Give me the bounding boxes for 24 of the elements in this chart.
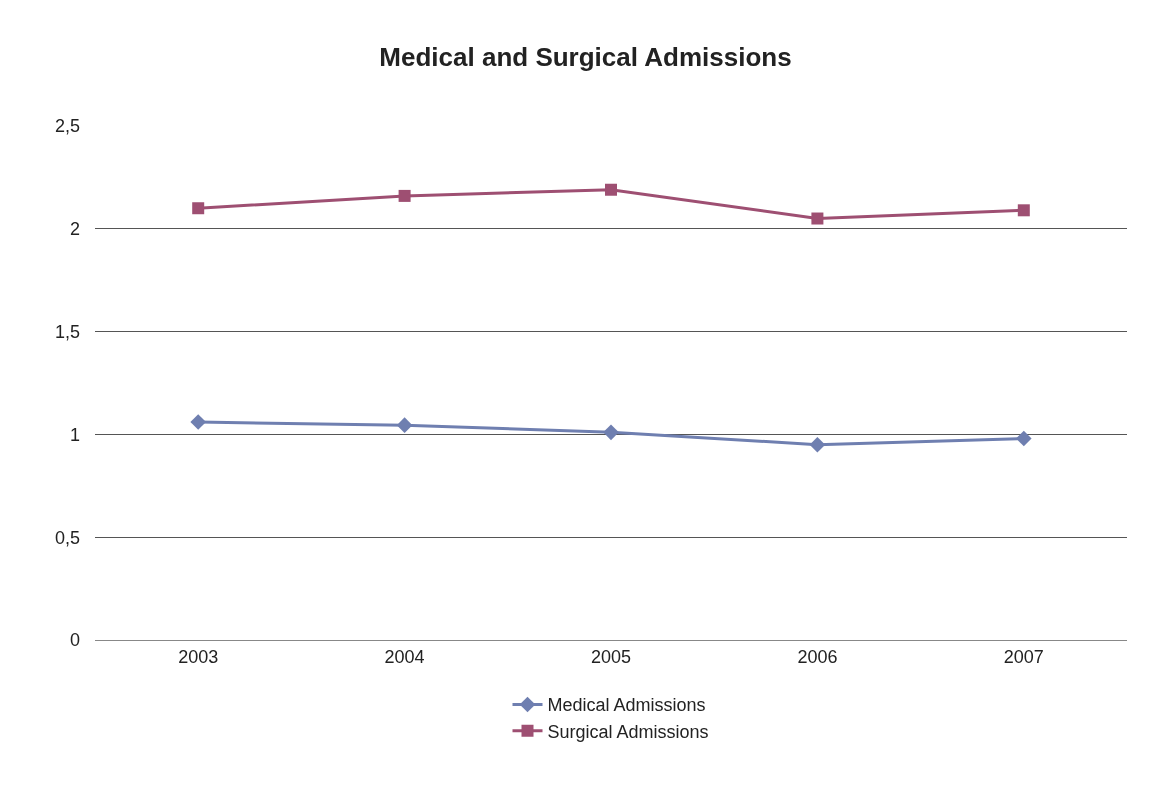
- point: [190, 414, 206, 430]
- point: [192, 202, 205, 215]
- point: [809, 436, 826, 453]
- point: [1016, 430, 1032, 447]
- x-tick-label: 2007: [1003, 646, 1044, 667]
- point: [811, 212, 824, 225]
- y-tick-label: 2: [69, 219, 80, 240]
- x-tick-label: 2003: [178, 646, 219, 667]
- x-tick-label: 2004: [384, 646, 425, 667]
- y-tick-label: 1: [69, 424, 80, 445]
- chart-title: Medical and Surgical Admissions: [379, 41, 792, 72]
- legend-label: Medical Admissions: [547, 695, 706, 716]
- y-tick-label: 1,5: [54, 321, 80, 342]
- point: [398, 189, 411, 202]
- point: [605, 183, 617, 196]
- legend-label: Surgical Admissions: [547, 721, 709, 742]
- point: [603, 424, 619, 441]
- y-tick-label: 2,5: [54, 116, 80, 137]
- x-tick-label: 2006: [797, 646, 838, 667]
- point: [1017, 204, 1030, 217]
- y-tick-label: 0,5: [54, 527, 80, 548]
- x-tick-label: 2005: [590, 646, 632, 667]
- point: [396, 417, 413, 433]
- y-tick-label: 0: [69, 630, 80, 651]
